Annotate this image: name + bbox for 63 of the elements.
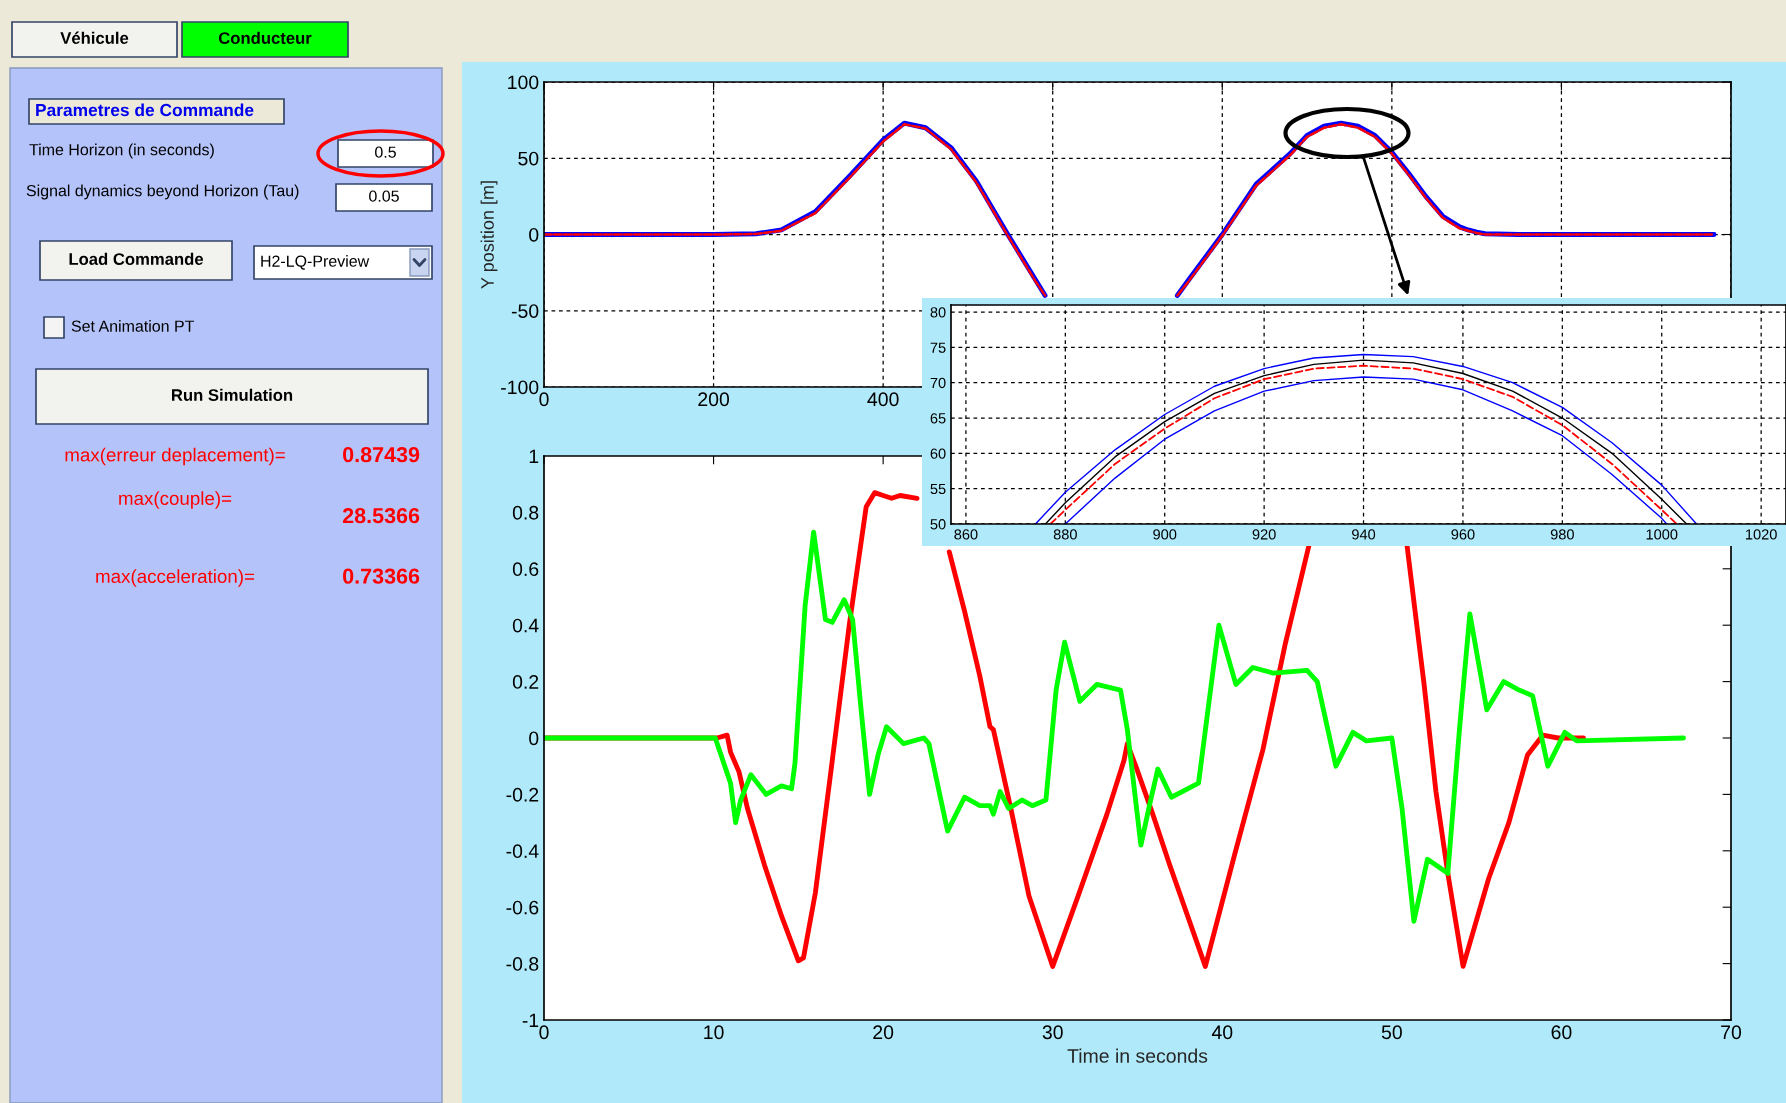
text: max(erreur deplacement)=	[65, 447, 285, 466]
y-tick-label: 65	[930, 413, 946, 424]
text: 0.87439	[343, 447, 420, 463]
text: 0.5	[375, 146, 396, 158]
text: Véhicule	[60, 31, 129, 44]
text: max(acceleration)=	[96, 569, 255, 587]
x-tick-label: 880	[1053, 529, 1077, 540]
y-tick-label: 80	[930, 307, 946, 318]
text: 28.5366	[342, 508, 420, 524]
x-tick-label: 30	[1042, 1025, 1063, 1040]
x-tick-label: 60	[1551, 1025, 1572, 1040]
x-tick-label: 1020	[1746, 529, 1777, 540]
text: Conducteur	[218, 31, 312, 44]
x-tick-label: 980	[1550, 529, 1574, 540]
y-tick-label: -0.6	[506, 900, 539, 915]
y-tick-label: 1	[529, 449, 539, 464]
x-tick-label: 900	[1153, 529, 1177, 540]
y-axis-title: Y position [m]	[480, 181, 498, 289]
y-tick-label: 50	[930, 519, 946, 530]
x-tick-label: 50	[1381, 1025, 1402, 1040]
y-tick-label: 0	[529, 731, 539, 746]
y-tick-label: 0.4	[512, 618, 539, 633]
text: Signal dynamics beyond Horizon (Tau)	[26, 184, 299, 200]
y-tick-label: 50	[518, 151, 539, 166]
y-tick-label: -0.8	[506, 957, 539, 971]
x-tick-label: 0	[539, 1025, 549, 1040]
x-tick-label: 1000	[1646, 529, 1678, 540]
y-tick-label: 0.8	[512, 505, 539, 520]
y-tick-label: 0	[529, 227, 539, 242]
text: 0.05	[369, 190, 399, 202]
y-tick-label: 75	[930, 342, 946, 353]
line-series	[544, 529, 1686, 924]
text: H2-LQ-Preview	[261, 255, 370, 270]
x-tick-label: 960	[1451, 529, 1475, 540]
x-tick-label: 920	[1252, 529, 1276, 540]
x-tick-label: 70	[1721, 1025, 1742, 1040]
x-tick-label: 200	[698, 392, 730, 407]
y-tick-label: -0.2	[506, 787, 539, 802]
text: 0.73366	[343, 568, 420, 584]
x-tick-label: 860	[954, 529, 978, 540]
text: Set Animation PT	[71, 320, 195, 332]
y-tick-label: -50	[511, 304, 539, 318]
y-tick-label: 60	[930, 448, 946, 459]
y-tick-label: 100	[508, 75, 539, 90]
y-tick-label: -1	[522, 1013, 539, 1028]
text: Time Horizon (in seconds)	[29, 143, 214, 159]
text: Parametres de Commande	[36, 103, 254, 117]
x-tick-label: 940	[1352, 529, 1376, 540]
y-tick-label: -100	[501, 380, 539, 395]
x-axis-title: Time in seconds	[1067, 1048, 1208, 1063]
x-tick-label: 400	[867, 392, 899, 407]
x-tick-label: 20	[873, 1025, 894, 1040]
y-tick-label: 55	[930, 483, 946, 495]
y-tick-label: -0.4	[506, 844, 539, 859]
text: max(couple)=	[119, 491, 232, 509]
y-tick-label: 0.6	[512, 562, 539, 577]
x-tick-label: 10	[704, 1025, 724, 1040]
y-tick-label: 0.2	[512, 675, 539, 689]
text: Run Simulation	[172, 388, 293, 401]
x-tick-label: 40	[1211, 1025, 1233, 1040]
y-tick-label: 70	[930, 377, 946, 389]
x-tick-label: 0	[539, 392, 549, 407]
text: Load Commande	[69, 252, 204, 265]
